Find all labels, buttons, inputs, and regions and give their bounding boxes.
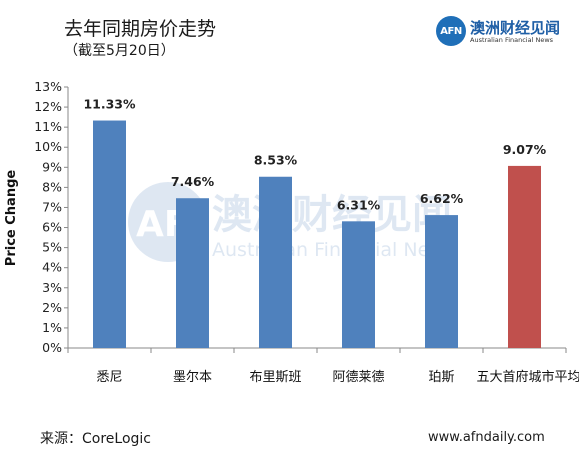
category-label: 五大首府城市平均 [476, 369, 579, 385]
y-tick-label: 0% [42, 340, 62, 355]
bar-value-label: 6.62% [420, 191, 464, 206]
y-tick-label: 11% [34, 119, 62, 134]
bar [176, 198, 209, 348]
bar-value-label: 6.31% [337, 197, 381, 212]
y-tick-label: 2% [42, 300, 62, 315]
y-tick-label: 8% [42, 179, 62, 194]
afn-logo-icon: AFN [436, 16, 466, 46]
afn-logo: AFN 澳洲财经见闻 Australian Financial News [436, 16, 568, 46]
bar-value-label: 8.53% [254, 153, 298, 168]
watermark-name-en: Australian Financial News [212, 239, 455, 261]
y-tick-label: 12% [34, 99, 62, 114]
y-tick-label: 4% [42, 260, 62, 275]
bar-value-label: 11.33% [83, 97, 136, 112]
category-label: 布里斯班 [249, 370, 301, 385]
category-label: 阿德莱德 [332, 370, 384, 385]
bar-value-labels: 11.33% 7.46% 8.53% 6.31% 6.62% 9.07% [83, 97, 546, 213]
watermark-name-cn: 澳洲财经见闻 [212, 192, 452, 238]
website-link[interactable]: www.afndaily.com [428, 430, 545, 445]
y-tick-label: 6% [42, 220, 62, 235]
category-label: 墨尔本 [173, 370, 212, 385]
chart-title: 去年同期房价走势 [64, 18, 217, 40]
bar [259, 176, 292, 348]
chart-subtitle: （截至5月20日） [64, 43, 175, 59]
y-tick-label: 9% [42, 159, 62, 174]
y-tick-label: 7% [42, 199, 62, 214]
axes: 0% 1% 2% 3% 4% 5% 6% 7% 8% 9% 10% 11% 12% 13% [34, 79, 567, 355]
y-tick-label: 10% [34, 139, 62, 154]
bar [425, 215, 458, 348]
bar [342, 221, 375, 348]
y-axis-label: Price Change [4, 170, 19, 267]
y-tick-label: 13% [34, 79, 62, 94]
category-label: 悉尼 [96, 370, 122, 385]
y-tick-label: 5% [42, 240, 62, 255]
category-labels: 悉尼 墨尔本 布里斯班 阿德莱德 珀斯 五大首府城市平均 [96, 369, 579, 385]
logo-name-en: Australian Financial News [470, 36, 554, 44]
source-note: 来源：CoreLogic [40, 431, 151, 447]
bar-value-label: 7.46% [171, 174, 215, 189]
category-label: 珀斯 [428, 370, 454, 385]
bar-value-label: 9.07% [503, 142, 547, 157]
bar [93, 120, 126, 348]
y-tick-label: 1% [42, 320, 62, 335]
bar [508, 165, 541, 348]
bars [93, 120, 541, 348]
y-tick-label: 3% [42, 280, 62, 295]
logo-name-cn: 澳洲财经见闻 [470, 19, 561, 37]
